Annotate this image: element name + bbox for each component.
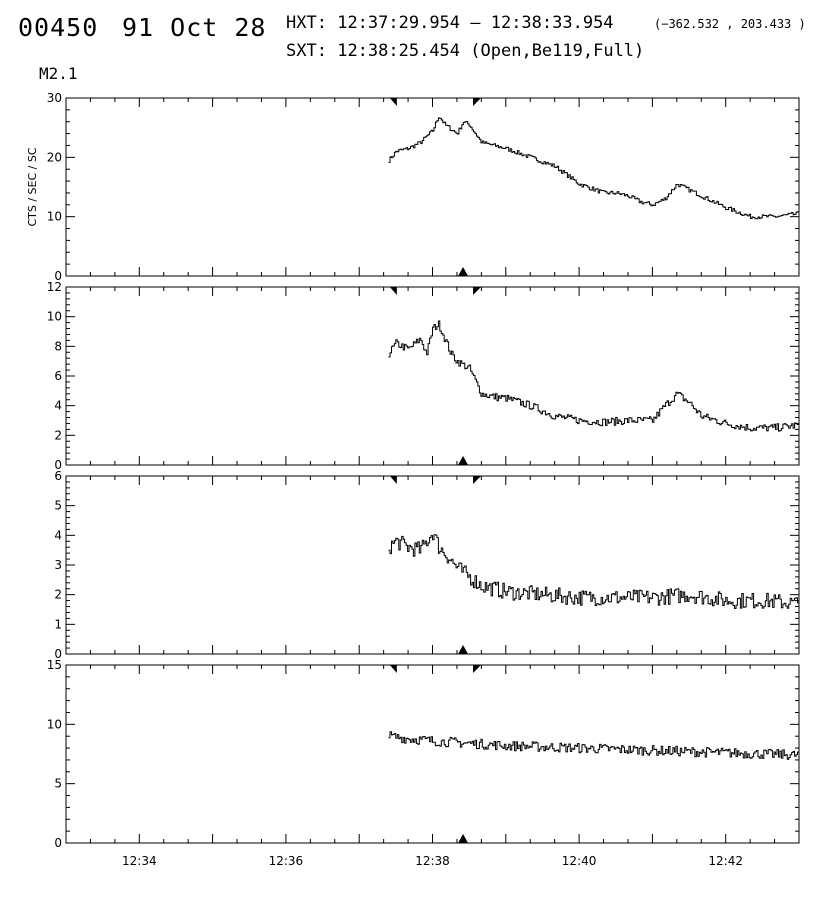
y-tick-label: 6 [54, 469, 62, 483]
hxt-interval-marker [473, 665, 482, 673]
y-tick-label: 2 [54, 428, 62, 442]
x-tick-label: 12:42 [708, 854, 743, 868]
sxt-time-marker [458, 834, 469, 843]
y-tick-label: 0 [54, 647, 62, 661]
y-tick-label: 5 [54, 499, 62, 513]
y-axis-label: CTS / SEC / SC [26, 147, 39, 226]
y-tick-label: 12 [47, 280, 62, 294]
sxt-time-marker [458, 645, 469, 654]
event-id: 00450 [18, 13, 99, 42]
x-tick-label: 12:38 [415, 854, 450, 868]
y-tick-label: 6 [54, 369, 62, 383]
hxt-range: 12:37:29.954 – 12:38:33.954 [337, 13, 614, 33]
y-tick-label: 2 [54, 588, 62, 602]
plot-frame-4 [65, 664, 800, 844]
x-tick-label: 12:36 [269, 854, 304, 868]
light-curve-3 [388, 534, 800, 612]
plot-frame-3 [65, 475, 800, 655]
y-tick-label: 10 [47, 717, 62, 731]
y-tick-label: 0 [54, 836, 62, 850]
hxt-coordinates: (−362.532 , 203.433 ) [654, 17, 806, 31]
x-tick-label: 12:34 [122, 854, 157, 868]
y-tick-label: 5 [54, 777, 62, 791]
y-tick-label: 30 [47, 91, 62, 105]
x-tick-label: 12:40 [562, 854, 597, 868]
y-tick-label: 10 [47, 310, 62, 324]
y-tick-label: 15 [47, 658, 62, 672]
event-date: 91 Oct 28 [122, 13, 267, 42]
y-tick-label: 0 [54, 269, 62, 283]
hxt-interval-marker [473, 476, 482, 484]
y-tick-label: 4 [54, 399, 62, 413]
light-curve-1 [388, 117, 800, 220]
light-curve-2 [388, 320, 800, 432]
hxt-interval-marker [473, 98, 482, 106]
plot-frame-2 [65, 286, 800, 466]
y-tick-label: 1 [54, 617, 62, 631]
sxt-time-value: 12:38:25.454 [337, 41, 461, 61]
hxt-time-range: HXT: 12:37:29.954 – 12:38:33.954 [286, 15, 614, 32]
sxt-time-marker [458, 267, 469, 276]
y-tick-label: 10 [47, 210, 62, 224]
light-curve-4 [388, 731, 800, 760]
goes-class: M2.1 [39, 64, 78, 83]
y-tick-label: 4 [54, 528, 62, 542]
y-tick-label: 20 [47, 150, 62, 164]
hxt-label: HXT: [286, 13, 327, 33]
y-tick-label: 8 [54, 339, 62, 353]
hxt-interval-marker [389, 287, 397, 295]
hxt-interval-marker [389, 98, 397, 106]
hxt-interval-marker [473, 287, 482, 295]
hxt-interval-marker [389, 665, 397, 673]
sxt-params: (Open,Be119,Full) [470, 41, 645, 61]
y-tick-label: 3 [54, 558, 62, 572]
sxt-label: SXT: [286, 41, 327, 61]
y-tick-label: 0 [54, 458, 62, 472]
sxt-time: SXT: 12:38:25.454 (Open,Be119,Full) [286, 43, 644, 60]
hxt-interval-marker [389, 476, 397, 484]
sxt-time-marker [458, 456, 469, 465]
